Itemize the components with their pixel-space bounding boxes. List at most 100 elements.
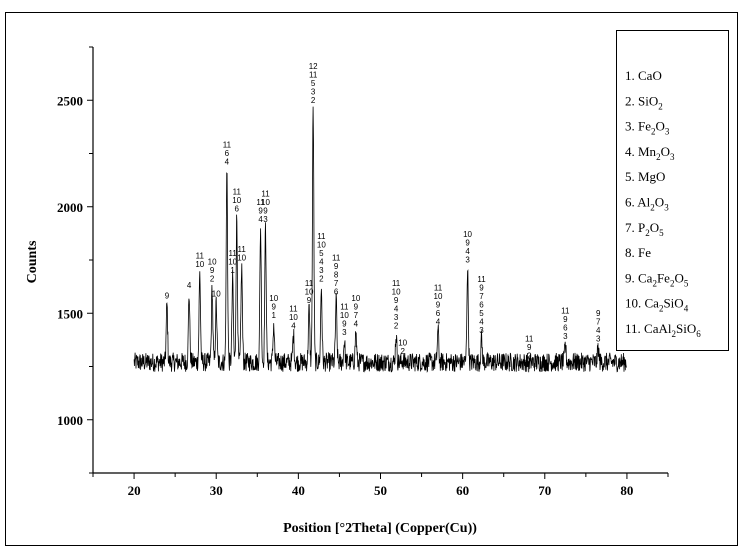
- legend-formula-text: Mn: [638, 144, 657, 159]
- legend-formula-text: Fe: [657, 270, 670, 285]
- peak-label: 2: [210, 275, 215, 284]
- legend-formula-text: SiO: [676, 321, 696, 336]
- peak-label: 7: [354, 311, 359, 320]
- peak-label: 2: [319, 275, 324, 284]
- legend-number: 9.: [625, 270, 638, 285]
- peak-label: 4: [187, 281, 192, 290]
- peak-label: 1: [230, 266, 235, 275]
- peak-label: 11: [223, 141, 232, 150]
- peak-label: 6: [235, 204, 240, 213]
- peak-label: 10: [398, 339, 407, 348]
- peak-label: 3: [342, 328, 347, 337]
- legend-formula-text: O: [655, 195, 664, 210]
- legend-subscript: 3: [665, 127, 670, 137]
- legend-subscript: 5: [684, 278, 689, 288]
- peak-label: 11: [309, 70, 318, 79]
- peak-label: 11: [261, 190, 270, 199]
- peak-label: 4: [354, 319, 359, 328]
- x-tick-label: 80: [620, 483, 633, 498]
- peak-label: 11: [477, 275, 486, 284]
- legend-entry: 3. Fe2O3: [625, 119, 670, 137]
- peak-label: 9: [334, 262, 339, 271]
- peak-label: 10: [261, 198, 270, 207]
- peak-label: 10: [434, 292, 443, 301]
- legend-formula-text: P: [638, 220, 645, 235]
- peak-label: 9: [479, 283, 484, 292]
- legend-entry: 9. Ca2Fe2O5: [625, 270, 689, 288]
- legend-formula-text: Al: [637, 195, 650, 210]
- peak-label: 9: [465, 239, 470, 248]
- y-tick-label: 1000: [57, 413, 83, 428]
- peak-label: 11: [233, 187, 242, 196]
- peak-label: 11: [332, 253, 341, 262]
- peak-label: 10: [228, 258, 237, 267]
- legend-number: 3.: [625, 119, 638, 134]
- peak-label-group: 102: [398, 339, 407, 357]
- legend-entry: 10. Ca2SiO4: [625, 296, 689, 314]
- y-tick-label: 1500: [57, 306, 83, 321]
- legend-formula-text: O: [661, 144, 670, 159]
- peak-label: 10: [237, 253, 246, 262]
- peak-label: 11: [196, 251, 205, 260]
- peak-label: 12: [309, 62, 318, 71]
- series: [133, 106, 627, 373]
- legend-number: 4.: [625, 144, 638, 159]
- legend-formula-text: O: [650, 220, 659, 235]
- legend-subscript: 2: [659, 304, 664, 314]
- peak-label: 6: [334, 287, 339, 296]
- peak-label: 1: [271, 311, 276, 320]
- legend-formula-text: O: [674, 270, 683, 285]
- peak-label: 5: [479, 309, 484, 318]
- legend-number: 6.: [625, 195, 637, 210]
- peak-label: 9: [596, 309, 601, 318]
- legend-number: 7.: [625, 220, 638, 235]
- peak-label: 10: [212, 290, 221, 299]
- peak-label: 3: [263, 215, 268, 224]
- legend-number: 8.: [625, 245, 638, 260]
- peak-label: 5: [319, 249, 324, 258]
- legend-subscript: 2: [670, 278, 675, 288]
- peak-label: 4: [394, 305, 399, 314]
- legend-subscript: 2: [652, 278, 657, 288]
- peak-label: 9: [527, 343, 532, 352]
- peak-label: 2: [311, 96, 316, 105]
- y-axis-title: Counts: [25, 240, 40, 283]
- legend-number: 10.: [625, 296, 645, 311]
- peak-label: 3: [394, 313, 399, 322]
- peak-label: 10: [269, 294, 278, 303]
- legend-entry: 2. SiO2: [625, 93, 663, 111]
- legend-entry: 1. CaO: [625, 68, 662, 83]
- x-tick-label: 40: [292, 483, 305, 498]
- x-tick-label: 50: [374, 483, 387, 498]
- peak-label: 10: [232, 196, 241, 205]
- legend-box: [616, 30, 729, 351]
- legend-number: 2.: [625, 93, 638, 108]
- peak-label: 2: [400, 347, 405, 356]
- legend-formula-text: CaAl: [644, 321, 672, 336]
- peak-label: 11: [256, 198, 265, 207]
- legend-number: 1.: [625, 68, 638, 83]
- peak-label: 11: [228, 249, 237, 258]
- peak-label: 4: [596, 326, 601, 335]
- peak-label: 4: [319, 258, 324, 267]
- peak-label: 4: [291, 322, 296, 331]
- y-tick-label: 2500: [57, 93, 83, 108]
- legend-entry: 7. P2O5: [625, 220, 664, 238]
- peak-label: 10: [195, 260, 204, 269]
- peak-label: 4: [436, 317, 441, 326]
- legend-subscript: 4: [684, 304, 689, 314]
- peak-label-group: 10: [212, 290, 221, 299]
- x-tick-label: 30: [210, 483, 223, 498]
